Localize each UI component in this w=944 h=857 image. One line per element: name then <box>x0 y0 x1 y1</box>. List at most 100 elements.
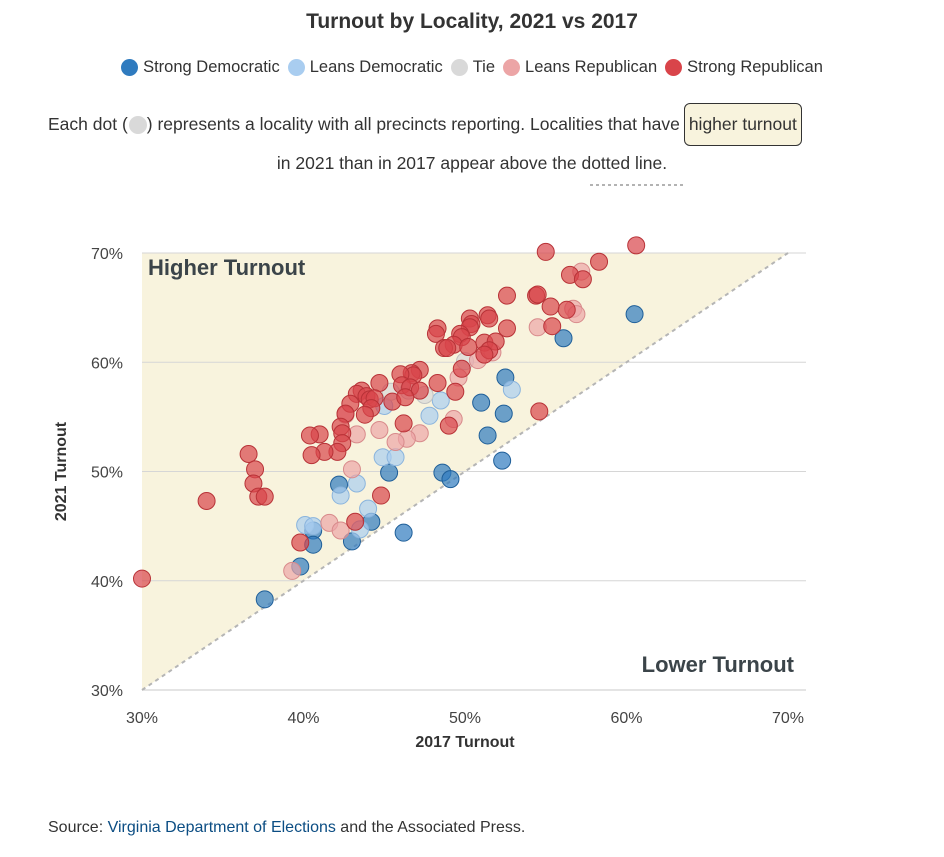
legend-item-strong-republican: Strong Republican <box>665 58 823 77</box>
data-point-strong-democratic[interactable] <box>441 470 460 489</box>
x-tick-label: 30% <box>126 710 158 727</box>
data-point-leans-democratic[interactable] <box>431 391 450 410</box>
x-tick-label: 70% <box>772 710 804 727</box>
data-point-strong-republican[interactable] <box>370 374 389 393</box>
data-point-strong-democratic[interactable] <box>494 404 513 423</box>
data-point-strong-republican[interactable] <box>302 446 321 465</box>
data-point-strong-democratic[interactable] <box>394 523 413 542</box>
description-line-2-text: in 2021 than in 2017 appear above the <box>276 153 577 173</box>
data-point-strong-republican[interactable] <box>528 285 547 304</box>
data-point-leans-democratic[interactable] <box>502 380 521 399</box>
dotted-line-label[interactable]: dotted line <box>581 153 663 173</box>
legend-label: Strong Republican <box>687 58 823 76</box>
legend-label: Leans Republican <box>525 58 658 76</box>
data-point-strong-republican[interactable] <box>497 319 516 338</box>
description-line-1: Each dot ( ) represents a locality with … <box>48 103 802 146</box>
data-point-strong-republican[interactable] <box>372 486 391 505</box>
lower-turnout-label: Lower Turnout <box>642 652 795 677</box>
data-point-leans-republican[interactable] <box>283 561 302 580</box>
data-point-strong-democratic[interactable] <box>255 590 274 609</box>
dot-example-icon <box>128 115 147 134</box>
data-point-leans-republican[interactable] <box>342 460 361 479</box>
data-point-strong-republican[interactable] <box>346 512 365 531</box>
data-point-strong-republican[interactable] <box>255 487 274 506</box>
description-line-2-end: . <box>662 153 668 173</box>
data-point-strong-republican[interactable] <box>133 569 151 588</box>
data-point-strong-republican[interactable] <box>355 405 374 424</box>
data-point-strong-republican[interactable] <box>627 236 646 255</box>
data-point-strong-republican[interactable] <box>536 242 555 261</box>
data-point-strong-republican[interactable] <box>394 414 413 433</box>
chart-title: Turnout by Locality, 2021 vs 2017 <box>306 10 638 33</box>
data-point-leans-democratic[interactable] <box>331 486 350 505</box>
data-point-strong-republican[interactable] <box>590 252 609 271</box>
reference-line-y-equals-x <box>141 252 789 691</box>
y-tick-label: 70% <box>91 246 123 263</box>
x-tick-label: 50% <box>449 710 481 727</box>
data-point-leans-republican[interactable] <box>331 521 350 540</box>
source-suffix: and the Associated Press. <box>335 819 526 836</box>
legend-swatch-icon <box>503 59 521 76</box>
x-tick-label: 60% <box>610 710 642 727</box>
y-axis-label: 2021 Turnout <box>53 421 70 521</box>
y-tick-label: 60% <box>91 355 123 372</box>
description-part-1: Each dot ( <box>48 114 128 134</box>
data-point-strong-republican[interactable] <box>291 533 310 552</box>
data-point-leans-democratic[interactable] <box>386 448 405 467</box>
data-point-strong-republican[interactable] <box>497 286 516 305</box>
y-tick-label: 50% <box>91 465 123 482</box>
legend-swatch-icon <box>121 59 139 76</box>
data-point-leans-republican[interactable] <box>386 433 405 452</box>
data-point-leans-republican[interactable] <box>370 420 389 439</box>
description-part-2: ) represents a locality with all precinc… <box>146 114 680 134</box>
data-point-strong-republican[interactable] <box>446 382 465 401</box>
higher-turnout-label: Higher Turnout <box>148 255 306 280</box>
data-point-strong-republican[interactable] <box>239 445 258 464</box>
data-point-strong-republican[interactable] <box>541 297 560 316</box>
legend: Strong Democratic Leans Democratic Tie Lean… <box>0 58 944 77</box>
data-point-strong-democratic[interactable] <box>478 426 497 445</box>
legend-swatch-icon <box>287 59 305 76</box>
data-point-leans-democratic[interactable] <box>304 517 323 536</box>
data-point-strong-republican[interactable] <box>438 339 457 358</box>
legend-swatch-icon <box>450 59 468 76</box>
data-point-strong-democratic[interactable] <box>625 305 644 324</box>
data-point-strong-republican[interactable] <box>557 300 576 319</box>
data-point-strong-republican[interactable] <box>452 359 471 378</box>
data-point-strong-republican[interactable] <box>300 426 319 445</box>
data-point-strong-democratic[interactable] <box>554 329 573 348</box>
source-link[interactable]: Virginia Department of Elections <box>107 819 336 836</box>
scatter-chart: 30% 40% 50% 60% 70% 30% 40% 50% 60% 70% Higher Tur… <box>53 184 806 751</box>
data-point-strong-republican[interactable] <box>439 416 458 435</box>
data-point-strong-democratic[interactable] <box>472 393 491 412</box>
legend-item-leans-republican: Leans Republican <box>503 58 657 77</box>
data-point-strong-republican[interactable] <box>459 337 478 356</box>
data-point-strong-democratic[interactable] <box>380 463 399 482</box>
x-tick-label: 40% <box>287 710 319 727</box>
legend-label: Leans Democratic <box>309 58 443 76</box>
data-point-strong-republican[interactable] <box>426 324 445 343</box>
data-point-strong-republican[interactable] <box>480 309 499 328</box>
legend-item-strong-democratic: Strong Democratic <box>121 58 280 77</box>
data-point-strong-democratic[interactable] <box>493 451 512 470</box>
y-tick-label: 40% <box>91 574 123 591</box>
description-line-2: in 2021 than in 2017 appear above the do… <box>0 153 944 174</box>
legend-label: Strong Democratic <box>143 58 280 76</box>
legend-swatch-icon <box>665 59 683 76</box>
data-point-strong-republican[interactable] <box>197 491 216 510</box>
data-point-strong-republican[interactable] <box>543 317 562 336</box>
data-point-leans-democratic[interactable] <box>420 406 439 425</box>
legend-item-tie: Tie <box>450 58 496 77</box>
data-point-leans-democratic[interactable] <box>359 499 378 518</box>
legend-label: Tie <box>472 58 496 76</box>
source-prefix: Source: <box>48 819 108 836</box>
data-point-strong-republican[interactable] <box>475 345 494 364</box>
data-point-strong-republican[interactable] <box>428 374 447 393</box>
higher-turnout-highlight[interactable]: higher turnout <box>683 103 802 146</box>
y-tick-label: 30% <box>91 683 123 700</box>
source-note: Source: Virginia Department of Elections… <box>48 819 525 837</box>
x-axis-label: 2017 Turnout <box>415 734 515 751</box>
data-point-strong-republican[interactable] <box>530 402 549 421</box>
data-point-strong-republican[interactable] <box>396 388 415 407</box>
data-point-strong-republican[interactable] <box>573 270 592 289</box>
